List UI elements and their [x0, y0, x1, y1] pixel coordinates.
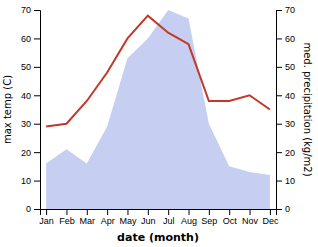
- tick-mark: [127, 209, 128, 215]
- tick-label: May: [119, 216, 137, 226]
- tick: Jul: [163, 209, 175, 226]
- tick-mark: [168, 209, 169, 215]
- y2-axis: 0 10 20 30 40 50 60 70: [276, 5, 295, 214]
- tick-label: Mar: [80, 216, 96, 226]
- tick: 30: [276, 119, 295, 129]
- tick: Sep: [201, 209, 217, 226]
- tick-mark: [34, 181, 40, 182]
- tick-label: 70: [285, 5, 295, 15]
- axis-line: [41, 210, 277, 216]
- x-axis-title: date (month): [117, 231, 199, 244]
- tick: 70: [21, 5, 40, 15]
- tick-label: Jul: [163, 216, 175, 226]
- tick-mark: [107, 209, 108, 215]
- y-axis: 0 10 20 30 40 50 60 70: [21, 5, 41, 214]
- tick-mark: [250, 209, 251, 215]
- tick: 20: [276, 148, 295, 158]
- tick-label: 50: [285, 62, 295, 72]
- tick-label: Apr: [101, 216, 115, 226]
- tick-mark: [276, 38, 282, 39]
- y-axis-title: max temp (C): [2, 75, 13, 144]
- tick-mark: [276, 209, 282, 210]
- tick-mark: [34, 38, 40, 39]
- tick-label: Dec: [262, 216, 279, 226]
- tick-mark: [229, 209, 230, 215]
- tick-mark: [34, 124, 40, 125]
- tick-mark: [276, 95, 282, 96]
- tick: Apr: [101, 209, 115, 226]
- tick-label: 40: [285, 91, 295, 101]
- tick-mark: [34, 209, 40, 210]
- tick-mark: [209, 209, 210, 215]
- tick: 50: [21, 62, 40, 72]
- tick: Jan: [39, 209, 54, 226]
- tick: Nov: [242, 209, 259, 226]
- tick-label: 50: [21, 62, 31, 72]
- plot-area: Jan Feb Mar Apr May Jun Jul Aug Sep Oct NovDec 0 10 2…: [2, 5, 313, 244]
- tick-mark: [276, 124, 282, 125]
- tick-label: Aug: [181, 216, 197, 226]
- tick: 0: [26, 204, 40, 214]
- tick-label: 30: [285, 119, 295, 129]
- tick: Mar: [80, 209, 96, 226]
- tick: 50: [276, 62, 295, 72]
- tick-mark: [270, 209, 271, 215]
- area: [46, 10, 270, 209]
- tick: 40: [21, 91, 40, 101]
- tick-mark: [276, 10, 282, 11]
- tick: 0: [276, 204, 290, 214]
- tick-label: Feb: [59, 216, 75, 226]
- y2-axis-title: med. precipitation (kg/m2): [302, 42, 313, 176]
- tick-label: Sep: [201, 216, 217, 226]
- tick: 40: [276, 91, 295, 101]
- tick: Dec: [262, 209, 279, 226]
- tick-label: 40: [21, 91, 31, 101]
- tick: May: [119, 209, 137, 226]
- tick-label: 10: [285, 176, 295, 186]
- tick-mark: [148, 209, 149, 215]
- tick-label: 20: [285, 148, 295, 158]
- tick: Feb: [59, 209, 75, 226]
- tick-mark: [189, 209, 190, 215]
- tick: 20: [21, 148, 40, 158]
- tick: 60: [21, 34, 40, 44]
- axis-line: [277, 11, 283, 210]
- tick: 10: [21, 176, 40, 186]
- tick-label: 60: [285, 34, 295, 44]
- tick: 10: [276, 176, 295, 186]
- tick-mark: [34, 95, 40, 96]
- tick-mark: [34, 10, 40, 11]
- tick: Oct: [223, 209, 238, 226]
- tick-label: 70: [21, 5, 31, 15]
- tick-mark: [276, 181, 282, 182]
- tick-label: 0: [26, 204, 31, 214]
- tick-label: Oct: [223, 216, 238, 226]
- tick-mark: [34, 152, 40, 153]
- tick: 30: [21, 119, 40, 129]
- tick-label: Nov: [242, 216, 259, 226]
- axis-line: [34, 11, 41, 210]
- chart: Jan Feb Mar Apr May Jun Jul Aug Sep Oct NovDec 0 10 2…: [0, 0, 318, 247]
- tick-label: Jan: [39, 216, 54, 226]
- marks: [46, 10, 270, 209]
- tick-label: 30: [21, 119, 31, 129]
- tick-mark: [276, 67, 282, 68]
- tick: Aug: [181, 209, 197, 226]
- tick-label: 60: [21, 34, 31, 44]
- tick-mark: [87, 209, 88, 215]
- tick-label: 20: [21, 148, 31, 158]
- tick-mark: [276, 152, 282, 153]
- line: [46, 16, 270, 127]
- tick-mark: [66, 209, 67, 215]
- tick-mark: [34, 67, 40, 68]
- tick: 70: [276, 5, 295, 15]
- x-axis: Jan Feb Mar Apr May Jun Jul Aug Sep Oct NovDec: [39, 209, 279, 226]
- tick: 60: [276, 34, 295, 44]
- tick-label: 10: [21, 176, 31, 186]
- tick-mark: [46, 209, 47, 215]
- tick-label: 0: [285, 204, 290, 214]
- tick: Jun: [141, 209, 156, 226]
- tick-label: Jun: [141, 216, 156, 226]
